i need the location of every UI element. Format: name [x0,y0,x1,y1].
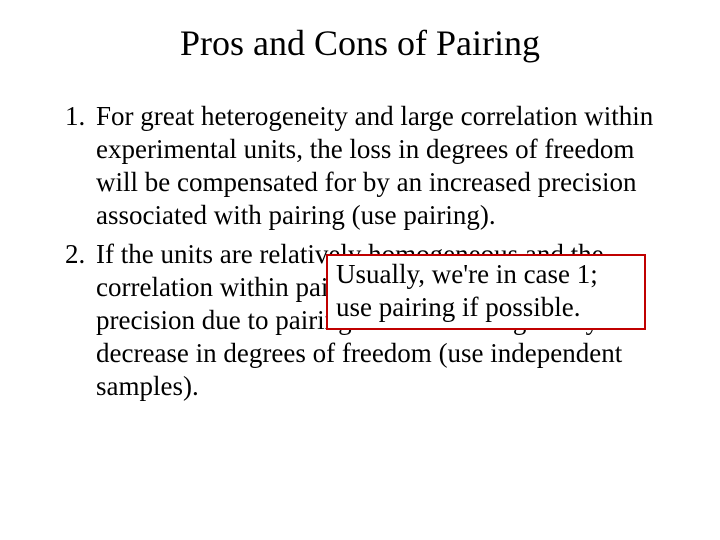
numbered-list: For great heterogeneity and large correl… [58,100,668,402]
callout-box: Usually, we're in case 1; use pairing if… [326,254,646,330]
callout-line-2: use pairing if possible. [336,291,636,324]
list-item-1: For great heterogeneity and large correl… [92,100,668,232]
callout-line-1: Usually, we're in case 1; [336,258,636,291]
slide-title: Pros and Cons of Pairing [0,22,720,64]
slide: Pros and Cons of Pairing For great heter… [0,0,720,540]
